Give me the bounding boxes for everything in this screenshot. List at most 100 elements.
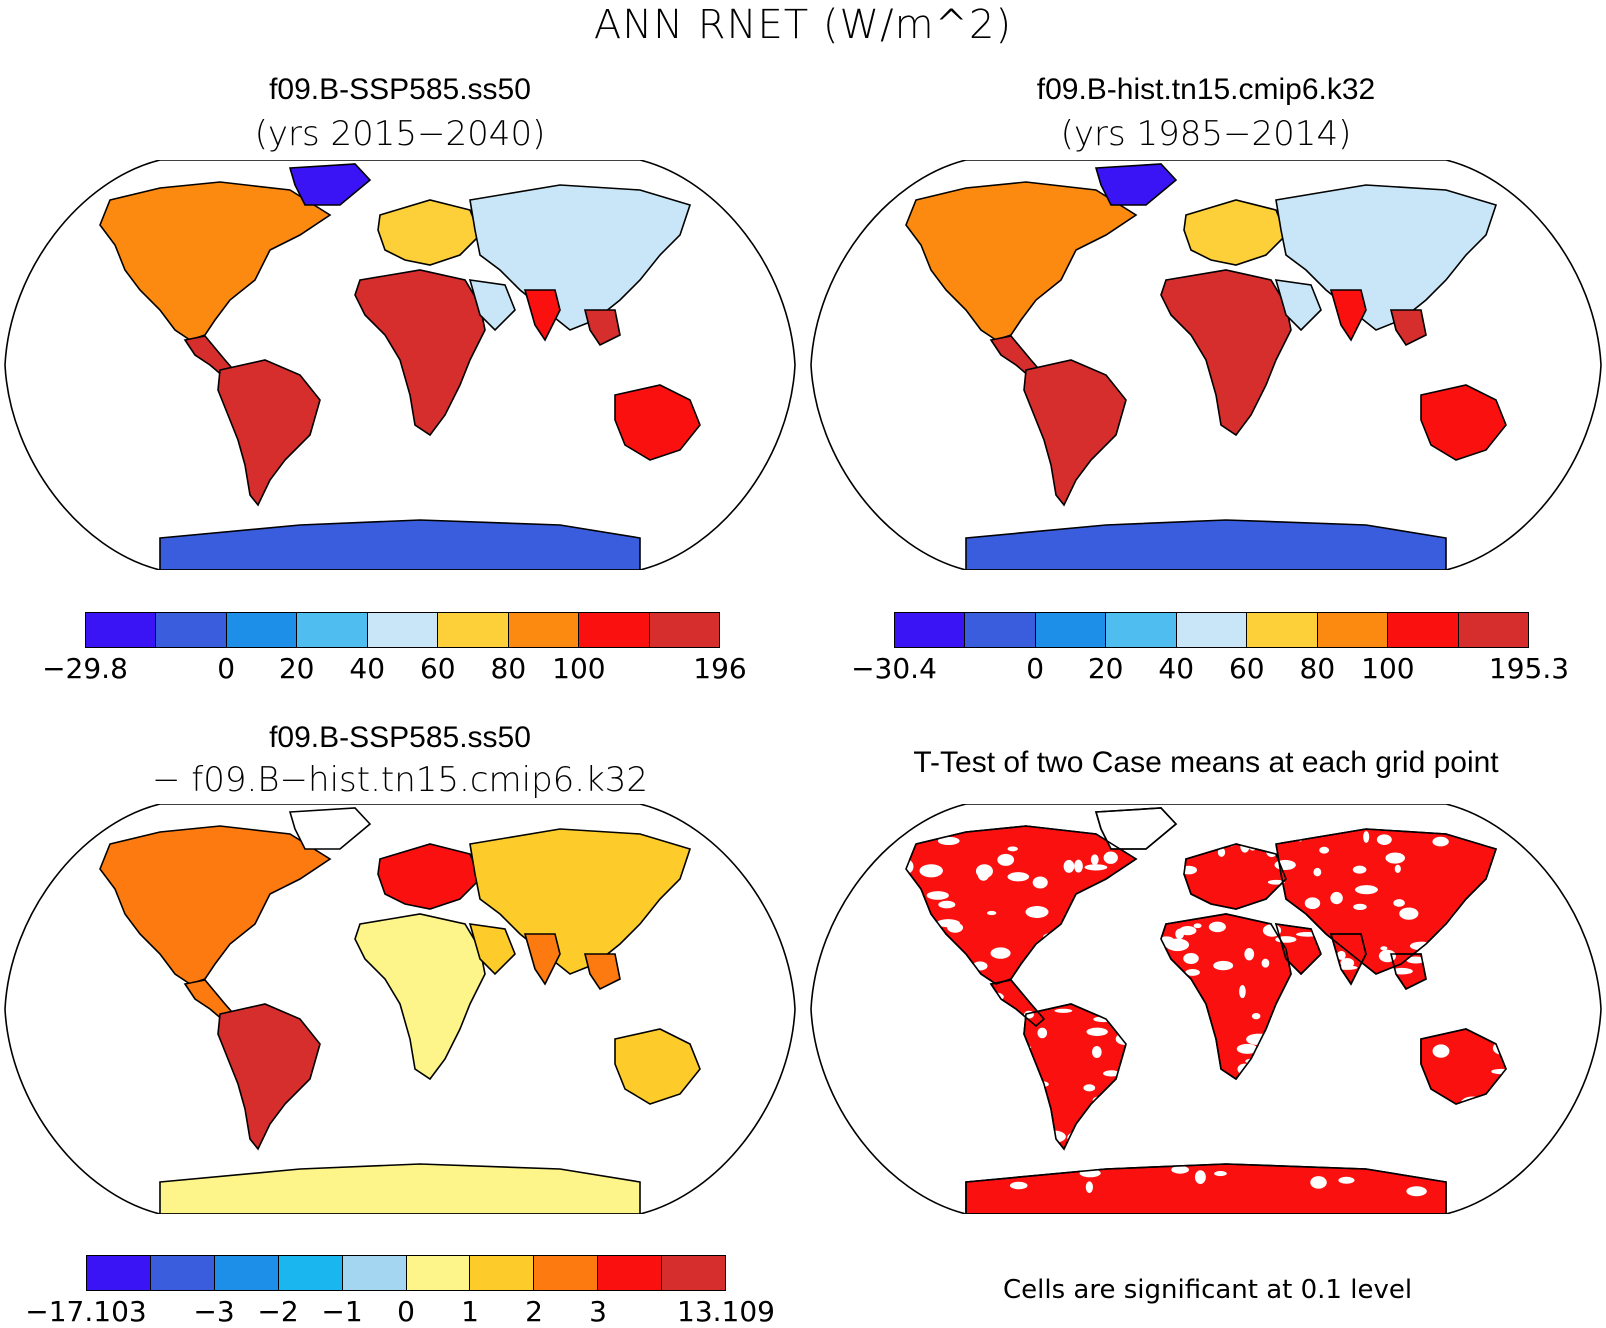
texture-speckle [1013, 1150, 1036, 1161]
colorbar-segment [367, 613, 439, 647]
texture-speckle [1399, 907, 1419, 920]
coastline [965, 1163, 1447, 1214]
land-australia [1420, 384, 1507, 461]
texture-speckle [1378, 949, 1397, 963]
texture-speckle [1179, 926, 1197, 936]
colorbar-segment [1176, 613, 1248, 647]
texture-speckle [1101, 930, 1124, 941]
colorbar-top-right [894, 612, 1529, 648]
land-northAmerica [99, 825, 332, 985]
texture-speckle [1185, 968, 1200, 976]
colorbar-tick-label: −29.8 [42, 652, 128, 685]
land-greenland [1094, 163, 1178, 206]
texture-speckle [1471, 1016, 1484, 1026]
texture-speckle [1432, 1044, 1450, 1058]
land-antarctica [159, 519, 641, 570]
texture-speckle [1330, 891, 1343, 905]
texture-speckle [1084, 864, 1108, 871]
map-top-right [810, 160, 1602, 570]
map-border [810, 160, 1602, 570]
texture-speckle [1389, 1121, 1398, 1132]
texture-speckle [1404, 1134, 1419, 1143]
texture-speckle [1054, 1008, 1073, 1013]
texture-speckle [1203, 1149, 1218, 1155]
texture-speckle [1009, 1181, 1028, 1190]
texture-speckle [1002, 1109, 1017, 1117]
texture-speckle [1190, 1075, 1214, 1087]
colorbar-segment [86, 613, 157, 647]
texture-speckle [1214, 1171, 1227, 1177]
land-india [523, 289, 561, 342]
texture-speckle [1037, 1027, 1048, 1039]
colorbar-segment [895, 613, 966, 647]
texture-speckle [990, 947, 1011, 959]
texture-speckle [919, 1054, 943, 1063]
texture-speckle [1393, 899, 1405, 907]
land-arabia [468, 279, 516, 332]
coastline [989, 979, 1046, 1028]
texture-speckle [1444, 1132, 1464, 1140]
colorbar-tick-label: 13.109 [677, 1295, 775, 1328]
map-border [810, 804, 1602, 1214]
texture-speckle [1309, 1114, 1323, 1123]
texture-speckle [1042, 1130, 1066, 1143]
texture-speckle [931, 1176, 942, 1183]
figure-title: ANN RNET (W/m^2) [593, 2, 1013, 48]
land-greenland [288, 807, 372, 850]
texture-speckle [1376, 834, 1392, 845]
land-northAmerica [905, 181, 1138, 341]
texture-speckle [1337, 950, 1346, 960]
texture-speckle [1320, 949, 1329, 962]
texture-speckle [1103, 851, 1118, 864]
texture-speckle [1246, 1033, 1269, 1045]
colorbar-tick-label: 0 [217, 652, 236, 685]
texture-speckle [1406, 956, 1426, 964]
coastline [1094, 807, 1178, 850]
map-border [4, 160, 796, 570]
land-europe [1183, 199, 1287, 266]
texture-speckle [1357, 1112, 1375, 1124]
texture-speckle [1151, 899, 1158, 911]
texture-speckle [1074, 859, 1083, 873]
panel-title-top-left: f09.B-SSP585.ss50 [269, 73, 531, 106]
colorbar-segment [150, 1256, 215, 1290]
colorbar-segment [1317, 613, 1389, 647]
colorbar-segment [87, 1256, 151, 1290]
colorbar-tick-label: 100 [552, 652, 606, 685]
colorbar-segment [649, 613, 719, 647]
texture-speckle [1406, 1186, 1427, 1197]
texture-speckle [1183, 952, 1199, 965]
texture-speckle [923, 1103, 946, 1113]
texture-speckle [1013, 1045, 1032, 1050]
texture-speckle [1217, 847, 1226, 857]
texture-speckle [1069, 981, 1086, 987]
texture-speckle [1363, 831, 1370, 843]
texture-speckle [1383, 1052, 1399, 1064]
colorbar-tick-label: 1 [461, 1295, 479, 1328]
texture-speckle [1458, 1115, 1473, 1126]
texture-speckle [1090, 854, 1099, 865]
colorbar-tick-label: 40 [1158, 652, 1195, 685]
texture-speckle [1041, 1151, 1064, 1157]
land-seAsia [1389, 309, 1427, 347]
texture-speckle [1167, 1038, 1179, 1051]
texture-speckle [1388, 1156, 1402, 1166]
texture-speckle [1208, 921, 1226, 933]
texture-speckle [915, 1153, 939, 1166]
land-antarctica [159, 1163, 641, 1214]
texture-speckle [1363, 1059, 1386, 1068]
colorbar-segment [965, 613, 1036, 647]
texture-speckle [904, 965, 922, 979]
colorbar-segment [534, 1256, 599, 1290]
texture-speckle [1483, 840, 1506, 847]
texture-speckle [1123, 1143, 1145, 1155]
map-bottom-left [4, 804, 796, 1214]
texture-speckle [1492, 1041, 1512, 1055]
texture-speckle [1087, 993, 1104, 1003]
texture-speckle [1297, 828, 1304, 842]
texture-speckle [1380, 946, 1388, 951]
texture-speckle [1272, 904, 1296, 916]
texture-speckle [1245, 1132, 1269, 1143]
texture-speckle [1143, 883, 1154, 889]
land-arabia [468, 923, 516, 976]
